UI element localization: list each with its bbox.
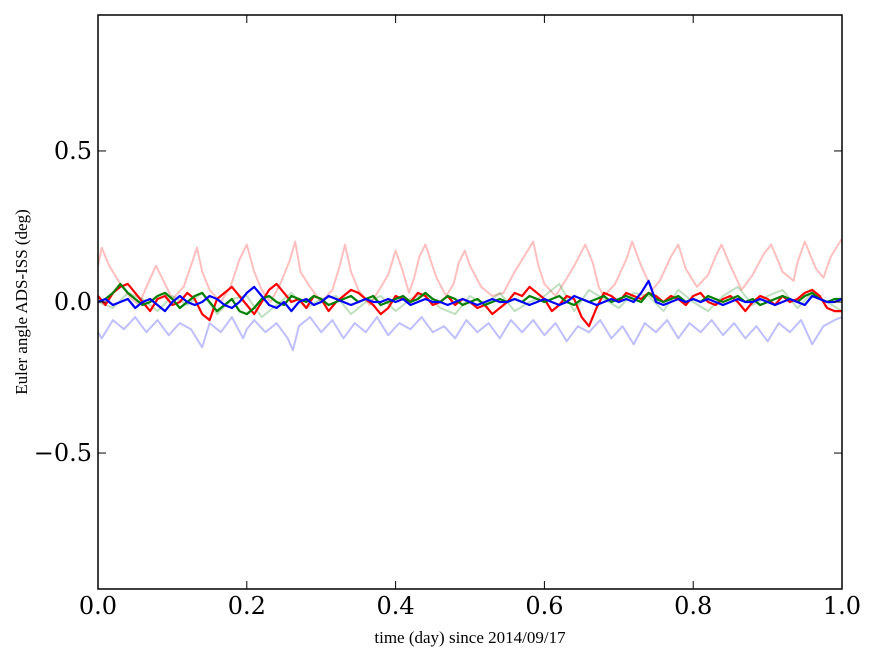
y-tick-label: 0.0: [54, 288, 92, 316]
x-tick-label: 1.0: [823, 592, 861, 620]
x-tick-label: 0.2: [228, 592, 266, 620]
x-tick-label: 0.0: [79, 592, 117, 620]
x-tick-label: 0.8: [674, 592, 712, 620]
series-layer: [97, 238, 843, 352]
x-tick-label: 0.6: [525, 592, 563, 620]
ticks-layer: 0.0 0.2 0.4 0.6 0.8 1.0 −0.5 0.0 0.5: [34, 15, 861, 620]
y-tick-label: 0.5: [54, 137, 92, 165]
series-line-yaw-raw-2: [97, 316, 843, 352]
y-tick-label: −0.5: [34, 439, 92, 467]
x-axis-label: time (day) since 2014/09/17: [374, 628, 566, 647]
x-tick-label: 0.4: [377, 592, 415, 620]
y-axis-label: Euler angle ADS-ISS (deg): [12, 209, 31, 395]
plot-frame: [97, 14, 843, 590]
series-line-yaw-5: [97, 279, 843, 313]
